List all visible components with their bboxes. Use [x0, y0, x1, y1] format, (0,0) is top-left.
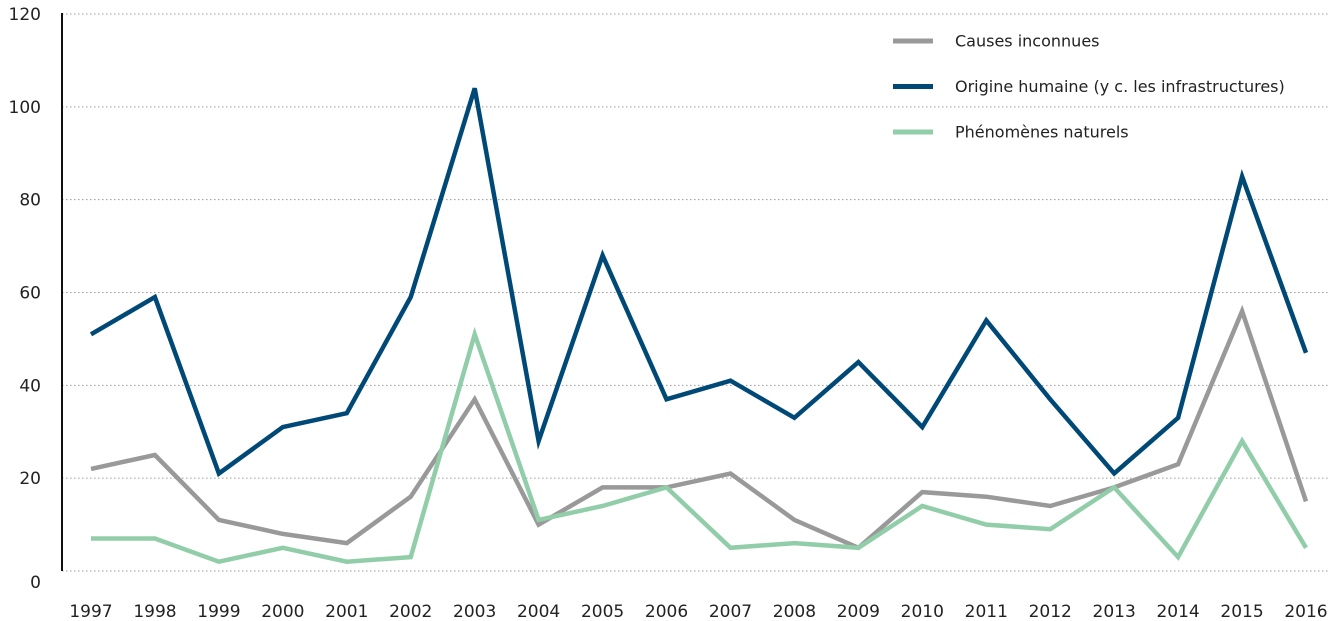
x-tick-label: 2014 [1156, 602, 1199, 621]
x-tick-label: 2012 [1029, 602, 1072, 621]
series-line-3 [91, 326, 1308, 565]
x-tick-label: 2008 [773, 602, 816, 621]
x-tick-label: 2000 [261, 602, 304, 621]
legend: Causes inconnues Origine humaine (y c. le… [893, 32, 1285, 142]
y-tick-label: 80 [19, 191, 41, 211]
x-tick-label: 1998 [133, 602, 176, 621]
legend-label: Phénomènes naturels [955, 123, 1129, 142]
x-tick-label: 2004 [517, 602, 560, 621]
x-tick-label: 2016 [1284, 602, 1327, 621]
x-tick-label: 2013 [1093, 602, 1136, 621]
grid-lines [62, 13, 1328, 572]
x-axis-ticks: 1997 1998 1999 2000 2001 2002 2003 2004 2005 2006… [69, 602, 1327, 621]
series-lines [89, 87, 1309, 565]
x-tick-label: 2001 [325, 602, 368, 621]
x-tick-label: 2005 [581, 602, 624, 621]
x-tick-label: 2010 [901, 602, 944, 621]
y-axis-ticks: 0 20 40 60 80 100 120 [9, 5, 41, 593]
x-tick-label: 2006 [645, 602, 688, 621]
y-tick-label: 120 [9, 5, 41, 25]
x-tick-label: 2003 [453, 602, 496, 621]
series-line-2 [89, 87, 1309, 478]
y-tick-label: 20 [19, 469, 41, 489]
y-tick-label: 60 [19, 284, 41, 304]
x-tick-label: 2007 [709, 602, 752, 621]
x-tick-label: 2011 [965, 602, 1008, 621]
x-tick-label: 2002 [389, 602, 432, 621]
x-tick-label: 2015 [1220, 602, 1263, 621]
y-tick-label: 40 [19, 376, 41, 396]
y-tick-label: 0 [30, 573, 41, 593]
legend-label: Causes inconnues [955, 32, 1100, 51]
x-tick-label: 2009 [837, 602, 880, 621]
legend-label: Origine humaine (y c. les infrastructure… [955, 77, 1285, 96]
x-tick-label: 1997 [69, 602, 112, 621]
series-line-1 [90, 304, 1309, 551]
x-tick-label: 1999 [197, 602, 240, 621]
y-tick-label: 100 [9, 98, 41, 118]
